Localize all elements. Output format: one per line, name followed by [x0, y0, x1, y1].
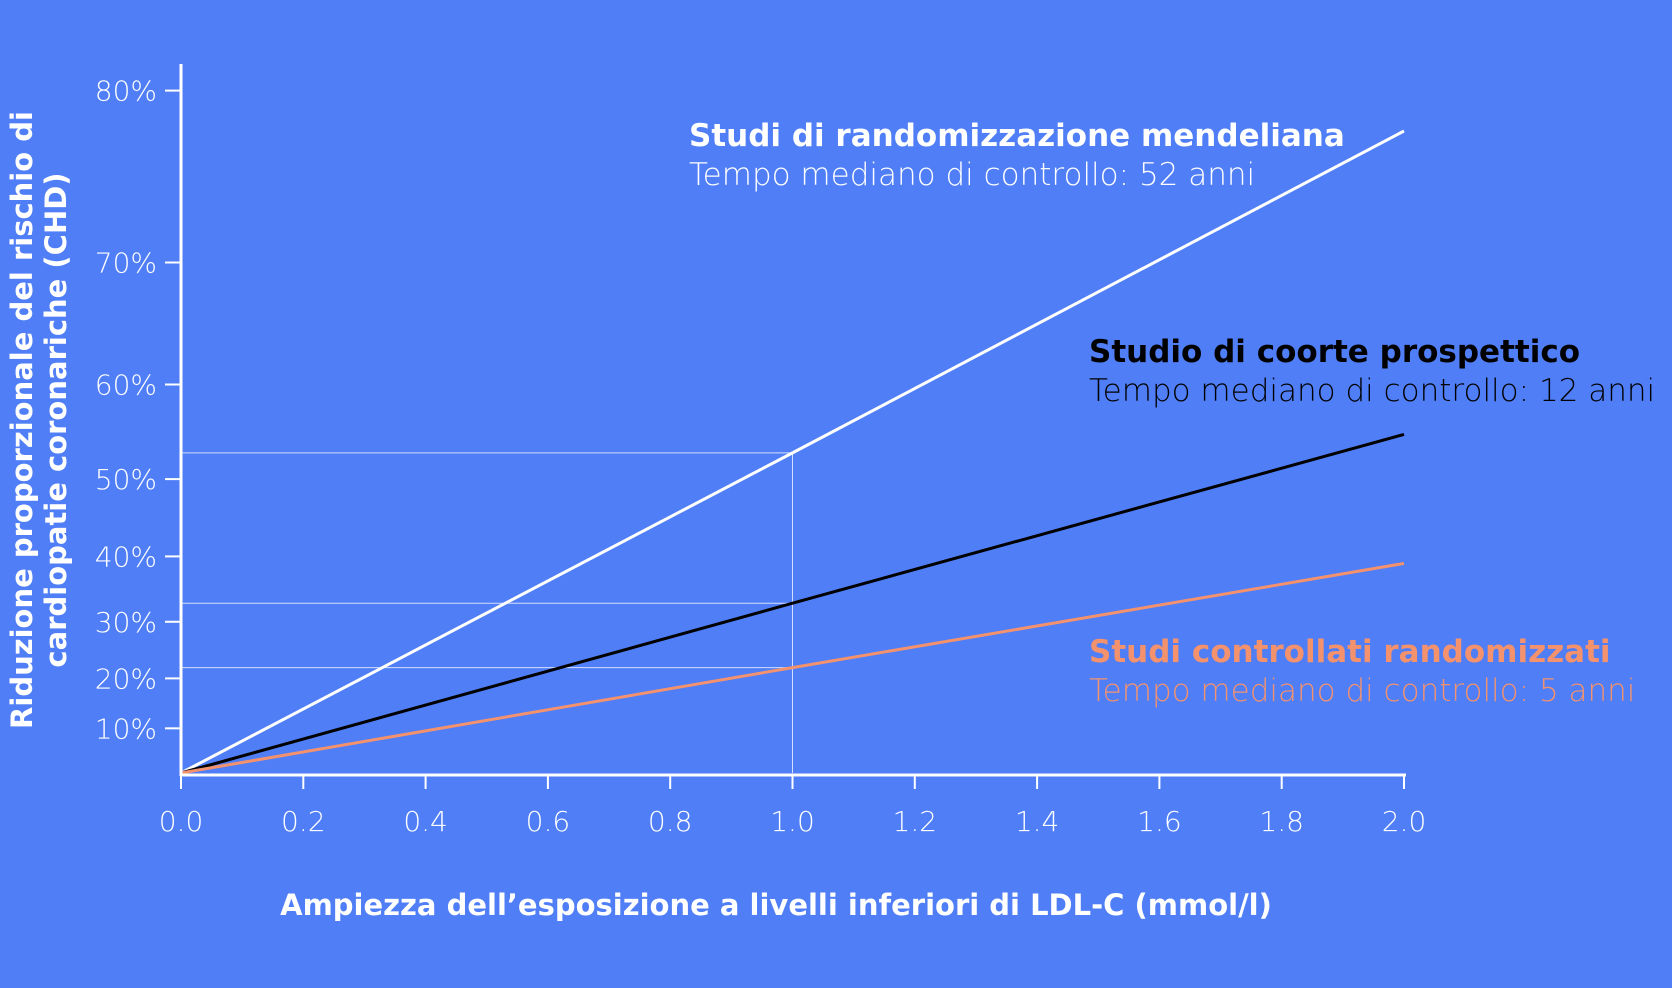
series-subtitle-cohort: Tempo mediano di controllo: 12 anni — [1089, 373, 1655, 409]
y-tick-label: 10% — [95, 712, 157, 745]
x-tick-label: 1.8 — [1259, 805, 1304, 838]
series-label-rct: Studi controllati randomizzati — [1089, 634, 1611, 670]
x-tick-label: 0.4 — [403, 805, 448, 838]
series-lines — [180, 129, 1405, 775]
x-tick-label: 0.6 — [526, 805, 571, 838]
x-tick-label: 1.4 — [1015, 805, 1060, 838]
series-line-2 — [180, 561, 1405, 775]
y-tick-label: 50% — [95, 463, 157, 496]
y-tick-label: 70% — [95, 247, 157, 280]
x-tick-label: 1.2 — [893, 805, 938, 838]
x-tick-label: 0.2 — [281, 805, 326, 838]
x-tick-label: 0.0 — [159, 805, 204, 838]
series-label-cohort: Studio di coorte prospettico — [1089, 334, 1580, 370]
series-subtitle-rct: Tempo mediano di controllo: 5 anni — [1089, 673, 1635, 709]
y-axis-label-line-2: cardiopatie coronariche (CHD) — [39, 172, 73, 667]
y-tick-label: 60% — [95, 368, 157, 401]
y-tick-label: 20% — [95, 662, 157, 695]
x-axis-label: Ampiezza dell’esposizione a livelli infe… — [280, 888, 1272, 922]
x-tick-label: 1.6 — [1137, 805, 1182, 838]
series-line-1 — [180, 432, 1405, 775]
x-tick-label: 0.8 — [648, 805, 693, 838]
y-tick-label: 80% — [95, 75, 157, 108]
y-tick-label: 40% — [95, 540, 157, 573]
series-subtitle-mendelian: Tempo mediano di controllo: 52 anni — [689, 157, 1255, 193]
series-line-0 — [180, 129, 1405, 775]
x-tick-label: 2.0 — [1382, 805, 1427, 838]
y-tick-label: 30% — [95, 606, 157, 639]
y-axis-label-line-1: Riduzione proporzionale del rischio di — [5, 111, 39, 729]
series-label-mendelian: Studi di randomizzazione mendeliana — [689, 118, 1345, 154]
x-tick-label: 1.0 — [770, 805, 815, 838]
reference-guides — [181, 452, 793, 773]
